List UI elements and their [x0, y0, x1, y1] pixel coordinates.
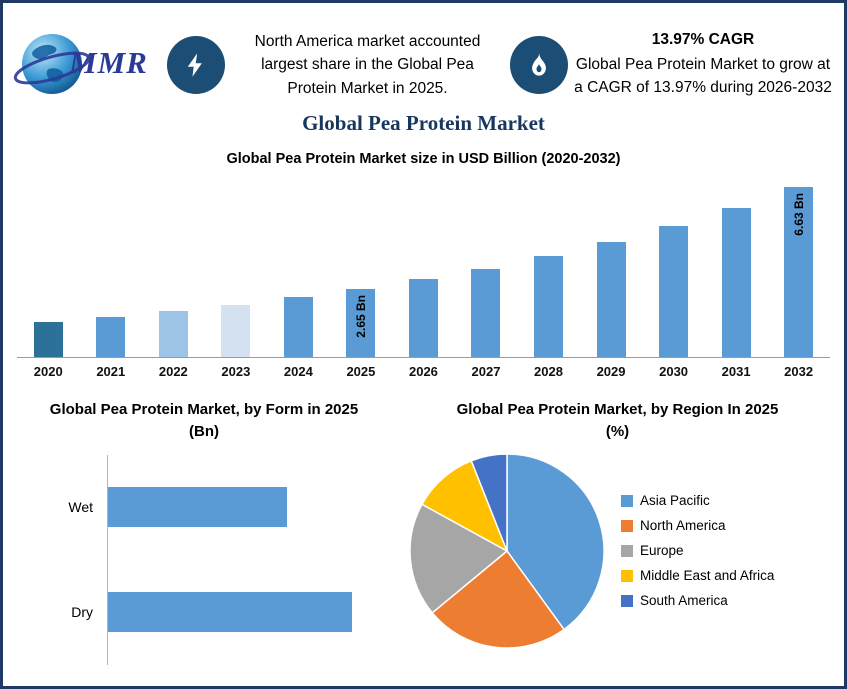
pie-slice-middle-east-and-africa	[420, 459, 509, 553]
column-chart-bars: 2.65 Bn 6.63 Bn	[17, 177, 830, 358]
x-label-2032: 2032	[784, 364, 814, 379]
column-chart-labels: 2020 2021 2022 2023 2024 2025 2026 2027 2028 2029…	[17, 364, 830, 379]
bar-column-2025: 2.65 Bn	[330, 177, 393, 357]
bar-column-2022	[142, 177, 205, 357]
lightning-glyph	[187, 53, 202, 77]
cagr-heading: 13.97% CAGR	[651, 31, 755, 49]
region-pie	[409, 452, 605, 649]
lightning-icon	[167, 36, 225, 94]
legend-item-asia-pacific: Asia Pacific	[621, 493, 774, 508]
form-row-dry: Dry	[15, 559, 393, 665]
region-legend: Asia Pacific North America Europe Middle Ea…	[621, 483, 774, 618]
bar-2025: 2.65 Bn	[346, 289, 376, 357]
bar-column-2028	[517, 177, 580, 357]
x-label-2024: 2024	[283, 364, 313, 379]
legend-swatch	[621, 544, 633, 557]
bar-column-2030	[642, 177, 705, 357]
bar-2031	[721, 208, 751, 357]
legend-swatch	[621, 594, 633, 607]
bar-2020	[33, 322, 63, 357]
x-label-2023: 2023	[221, 364, 251, 379]
bar-column-2024	[267, 177, 330, 357]
cagr-block: 13.97% CAGR Global Pea Protein Market to…	[572, 31, 834, 99]
pie-slice-north-america	[431, 549, 566, 649]
x-label-2020: 2020	[33, 364, 63, 379]
x-label-2029: 2029	[596, 364, 626, 379]
form-bar-area-dry	[107, 559, 393, 665]
pie-slice-asia-pacific	[506, 452, 605, 631]
legend-item-middle-east-and-africa: Middle East and Africa	[621, 568, 774, 583]
bar-column-2029	[580, 177, 643, 357]
x-label-2031: 2031	[721, 364, 751, 379]
legend-label: South America	[640, 593, 728, 608]
bar-2021	[96, 317, 126, 357]
legend-item-south-america: South America	[621, 593, 774, 608]
bar-column-2032: 6.63 Bn	[767, 177, 830, 357]
legend-item-europe: Europe	[621, 543, 774, 558]
legend-swatch	[621, 519, 633, 532]
bar-2030	[659, 226, 689, 357]
bar-2026	[408, 279, 438, 357]
x-label-2022: 2022	[158, 364, 188, 379]
bar-column-2023	[205, 177, 268, 357]
column-chart-title: Global Pea Protein Market size in USD Bi…	[226, 151, 621, 167]
bar-2027	[471, 269, 501, 357]
region-pie-wrap: Asia Pacific North America Europe Middle Ea…	[401, 451, 834, 651]
x-label-2021: 2021	[96, 364, 126, 379]
form-label-dry: Dry	[71, 604, 93, 620]
form-chart-panel: Global Pea Protein Market, by Form in 20…	[15, 399, 393, 665]
bar-column-2021	[80, 177, 143, 357]
legend-item-north-america: North America	[621, 518, 774, 533]
bar-value-2032: 6.63 Bn	[791, 193, 806, 236]
legend-label: Middle East and Africa	[640, 568, 775, 583]
bar-column-2031	[705, 177, 768, 357]
highlight-text: North America market accounted largest s…	[254, 33, 481, 97]
cagr-text: Global Pea Protein Market to grow at a C…	[574, 56, 832, 96]
x-label-2027: 2027	[471, 364, 501, 379]
form-bar-area-wet	[107, 454, 393, 560]
legend-label: North America	[640, 518, 726, 533]
region-chart-title: Global Pea Protein Market, by Region In …	[456, 401, 779, 440]
bar-value-2025: 2.65 Bn	[353, 295, 368, 338]
bar-2028	[534, 256, 564, 357]
form-label-wet: Wet	[68, 499, 93, 515]
bar-column-2020	[17, 177, 80, 357]
x-label-2026: 2026	[408, 364, 438, 379]
form-bar-dry	[108, 592, 353, 632]
legend-swatch	[621, 569, 633, 582]
bar-2032: 6.63 Bn	[784, 187, 814, 357]
bar-2022	[158, 311, 188, 357]
pie-slice-south-america	[470, 452, 508, 551]
bar-2023	[221, 305, 251, 357]
page-title: Global Pea Protein Market	[302, 111, 545, 135]
mmr-logo: MMR	[13, 19, 163, 111]
market-size-chart: Global Pea Protein Market size in USD Bi…	[17, 151, 830, 379]
legend-swatch	[621, 494, 633, 507]
x-label-2030: 2030	[659, 364, 689, 379]
legend-label: Asia Pacific	[640, 493, 710, 508]
flame-icon	[510, 36, 568, 94]
bar-2024	[283, 297, 313, 357]
bar-column-2026	[392, 177, 455, 357]
globe-icon	[13, 34, 91, 94]
header: MMR North America market accounted large…	[13, 9, 834, 121]
legend-label: Europe	[640, 543, 684, 558]
form-bar-wet	[108, 487, 288, 527]
flame-glyph	[532, 52, 546, 76]
pie-slice-europe	[409, 502, 509, 614]
x-label-2025: 2025	[346, 364, 376, 379]
bar-2029	[596, 242, 626, 357]
form-row-wet: Wet	[15, 454, 393, 560]
region-chart-panel: Global Pea Protein Market, by Region In …	[401, 399, 834, 651]
bar-column-2027	[455, 177, 518, 357]
form-chart-title: Global Pea Protein Market, by Form in 20…	[49, 401, 359, 440]
logo-text: MMR	[69, 45, 148, 80]
x-label-2028: 2028	[534, 364, 563, 379]
form-chart-rows: Wet Dry	[15, 454, 393, 665]
